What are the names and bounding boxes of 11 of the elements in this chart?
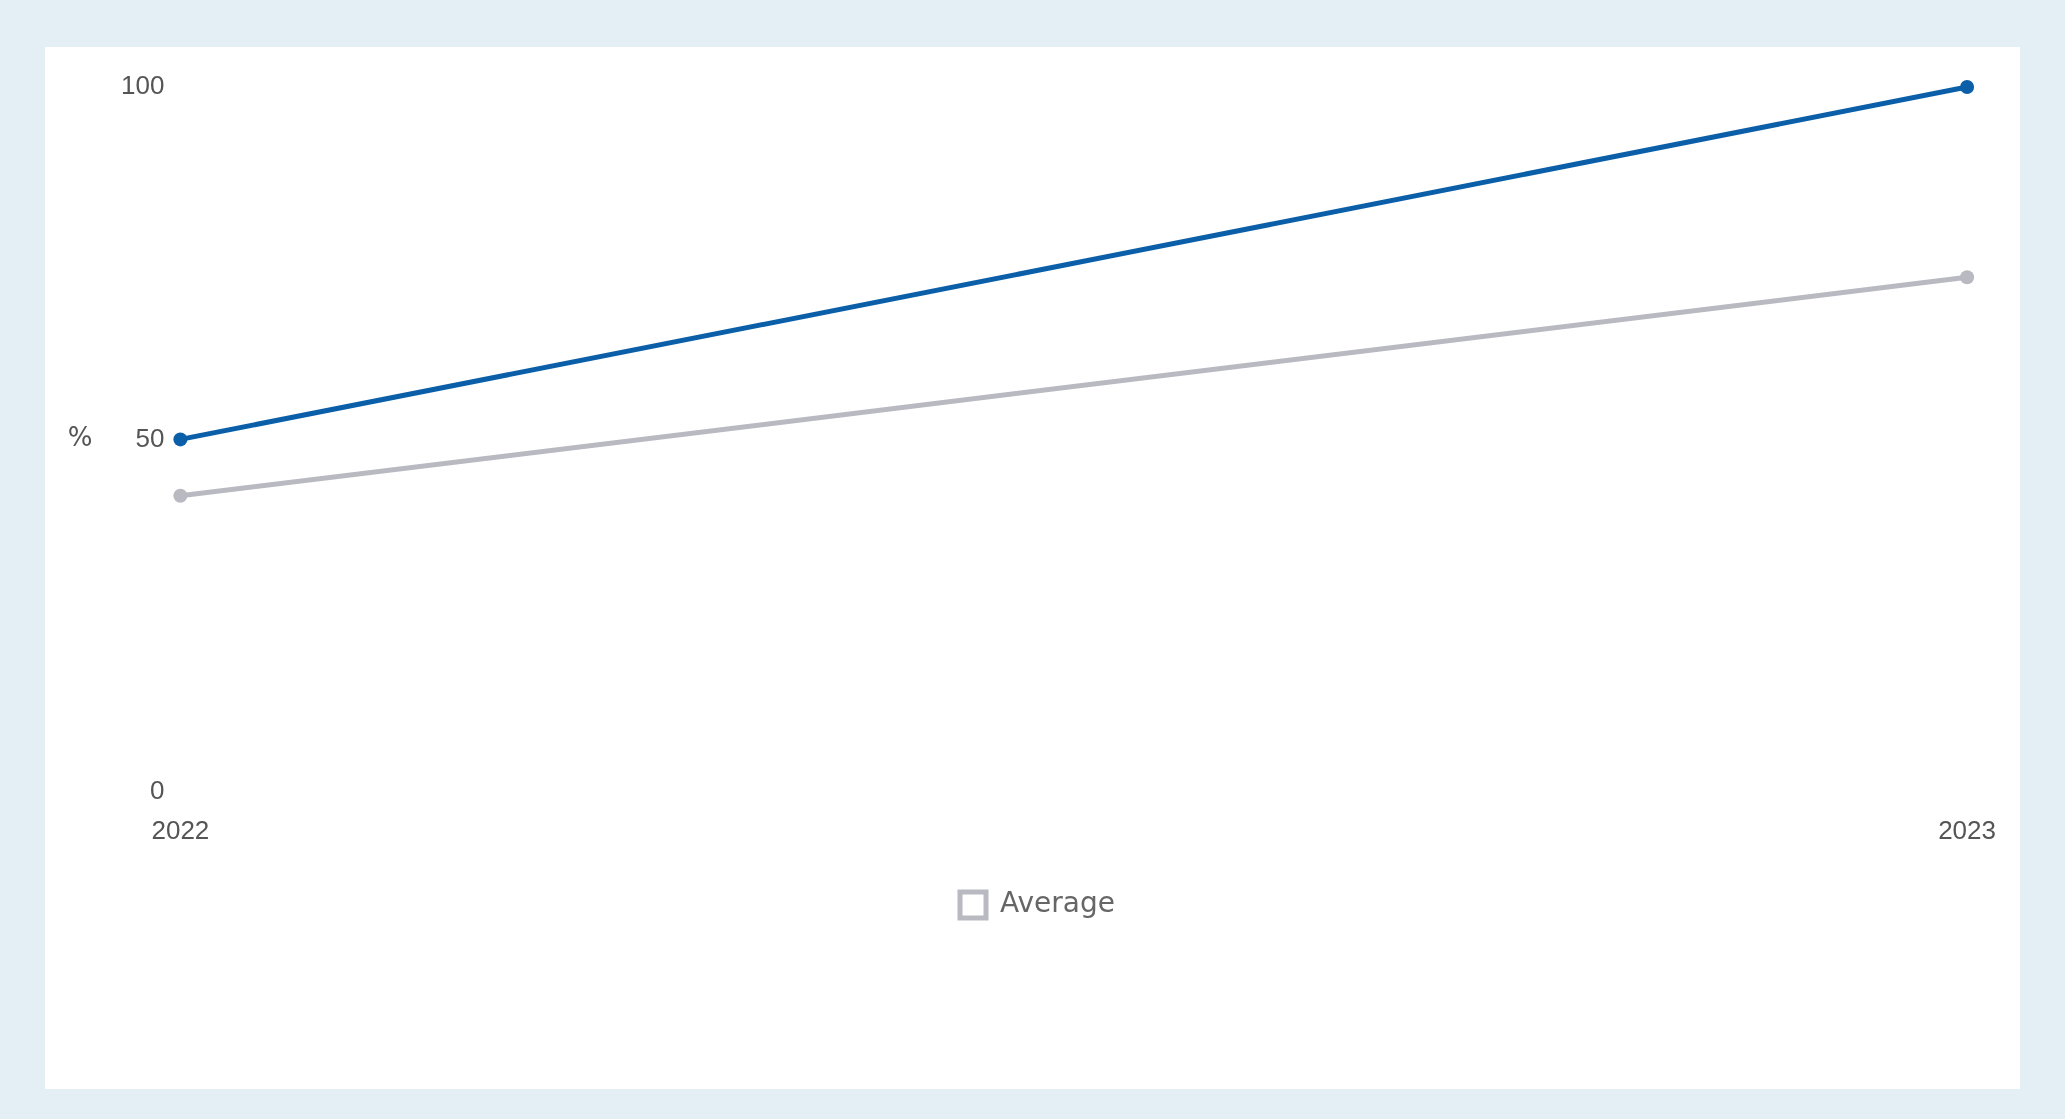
legend-label: Average: [1000, 886, 1115, 920]
x-tick-label: 2022: [151, 814, 210, 845]
y-tick-label: 50: [135, 422, 165, 453]
point: [173, 432, 188, 447]
x-tick-label: 2023: [1938, 814, 1996, 845]
y-tick-label: 0: [149, 774, 165, 805]
point: [173, 488, 188, 503]
y-tick-label: 100: [120, 70, 165, 101]
y-axis-title: %: [67, 422, 93, 453]
point: [1960, 80, 1975, 94]
point: [1960, 270, 1975, 285]
